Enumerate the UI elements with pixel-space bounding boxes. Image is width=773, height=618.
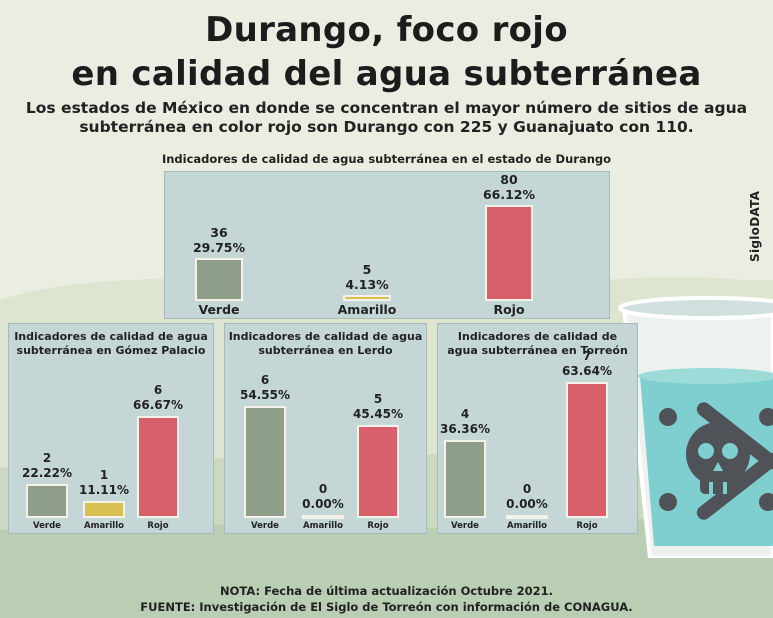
- page-title: Durango, foco rojo: [205, 10, 568, 50]
- gomez-category-label-verde: Verde: [33, 521, 61, 531]
- lerdo-category-label-rojo: Rojo: [367, 521, 389, 531]
- torreon-value-label-rojo: 7 63.64%: [562, 349, 612, 378]
- gomez-palacio-chart-title: Indicadores de calidad de agua subterrán…: [14, 330, 208, 357]
- lerdo-value-label-verde: 6 54.55%: [240, 373, 290, 402]
- lerdo-bar-rojo: [357, 424, 399, 518]
- lerdo-value-label-rojo: 5 45.45%: [353, 391, 403, 421]
- subtitle: Los estados de México en donde se concen…: [25, 99, 748, 117]
- durango-chart-title: Indicadores de calidad de agua subterrán…: [161, 152, 612, 166]
- torreon-category-label-rojo: Rojo: [576, 521, 598, 531]
- durango-value-label-rojo: 80 66.12%: [482, 172, 536, 202]
- gomez-category-label-amarillo: Amarillo: [84, 521, 124, 531]
- lerdo-value-label-amarillo: 0 0.00%: [302, 482, 344, 511]
- durango-category-label-rojo: Rojo: [493, 302, 525, 317]
- lerdo-category-label-amarillo: Amarillo: [303, 521, 343, 531]
- subtitle-line2: subterránea en color rojo son Durango co…: [79, 118, 694, 136]
- durango-value-label-amarillo: 5 4.13%: [345, 262, 389, 292]
- torreon-bar-amarillo: [506, 515, 548, 519]
- gomez-value-label-amarillo: 1 11.11%: [79, 468, 129, 497]
- toxic-water-glass: [618, 296, 773, 558]
- torreon-category-label-amarillo: Amarillo: [507, 521, 547, 531]
- lerdo-category-label-verde: Verde: [251, 521, 279, 531]
- torreon-value-label-verde: 4 36.36%: [440, 407, 490, 437]
- gomez-bar-rojo: [137, 416, 179, 518]
- torreon-category-label-verde: Verde: [451, 521, 479, 531]
- gomez-palacio-panel: [8, 323, 214, 534]
- update-note: NOTA: Fecha de última actualización Octu…: [220, 584, 553, 598]
- torreon-chart-title: Indicadores de calidad de agua subterrán…: [447, 330, 628, 357]
- durango-bar-rojo: [485, 205, 533, 301]
- lerdo-bar-amarillo: [302, 515, 344, 519]
- durango-value-label-verde: 36 29.75%: [192, 224, 246, 255]
- gomez-category-label-rojo: Rojo: [147, 521, 169, 531]
- lerdo-bar-verde: [244, 406, 286, 518]
- torreon-value-label-amarillo: 0 0.00%: [506, 482, 548, 511]
- durango-category-label-amarillo: Amarillo: [337, 302, 397, 317]
- gomez-value-label-rojo: 6 66.67%: [133, 383, 183, 412]
- gomez-bar-amarillo: [83, 501, 125, 518]
- durango-bar-amarillo: [343, 295, 391, 301]
- brand-label: SigloDATA: [748, 190, 762, 262]
- gomez-value-label-verde: 2 22.22%: [22, 451, 72, 480]
- torreon-bar-rojo: [566, 382, 608, 518]
- source-note: FUENTE: Investigación de El Siglo de Tor…: [140, 600, 633, 614]
- durango-bar-verde: [195, 257, 243, 301]
- gomez-bar-verde: [26, 484, 68, 518]
- lerdo-chart-title: Indicadores de calidad de agua subterrán…: [228, 330, 423, 357]
- page-title-line2: en calidad del agua subterránea: [71, 54, 702, 94]
- torreon-bar-verde: [444, 440, 486, 518]
- durango-category-label-verde: Verde: [198, 302, 240, 317]
